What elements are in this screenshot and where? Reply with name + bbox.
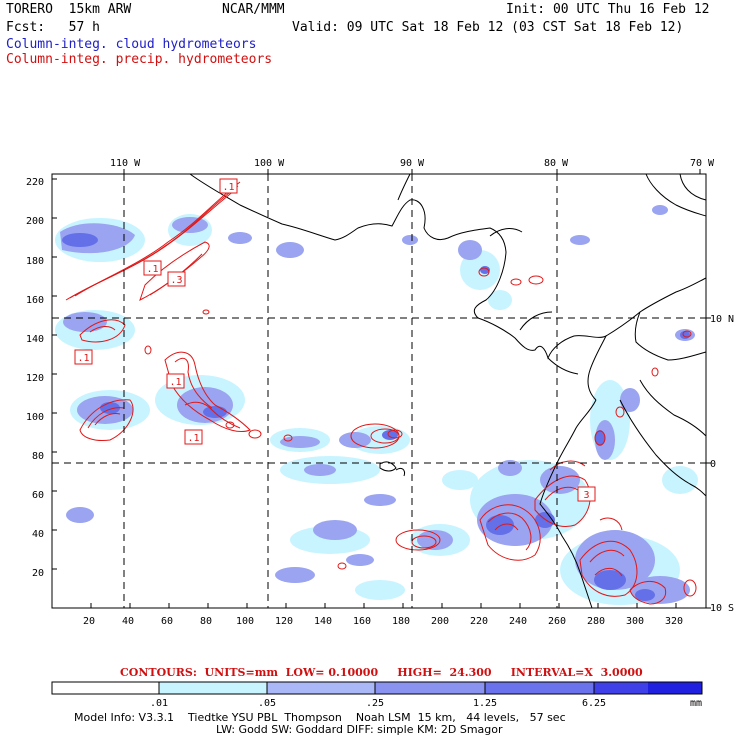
lon-label-100w: 100 W [254,158,285,169]
grid-y-label: 200 [26,216,44,227]
grid-y-label: 40 [32,529,44,540]
lon-label-80w: 80 W [544,158,569,169]
legend-cloud: Column-integ. cloud hydrometeors [6,37,257,52]
colorbar-bin [159,682,267,694]
contour-label: .1 [77,353,89,364]
colorbar-bin [485,682,594,694]
contour-label: .3 [170,275,182,286]
init-time: Init: 00 UTC Thu 16 Feb 12 [506,2,710,17]
grid-y-label: 60 [32,490,44,501]
grid-y-label: 20 [32,568,44,579]
contour-label-box: .1 [166,373,185,389]
grid-x-label: 240 [509,616,527,627]
colorbar: .01 .05 .25 1.25 6.25 mm [51,681,703,709]
contour-label-box: .1 [219,178,238,194]
lon-label-90w: 90 W [400,158,425,169]
model-info-line1: Model Info: V3.3.1 Tiedtke YSU PBL Thomp… [74,711,566,724]
grid-x-label: 40 [122,616,134,627]
contour-label-box: .1 [143,260,162,276]
grid-y-label: 100 [26,412,44,423]
grid-x-label: 160 [353,616,371,627]
legend-precip: Column-integ. precip. hydrometeors [6,52,273,67]
grid-x-label: 100 [236,616,254,627]
forecast-hour: Fcst: 57 h [6,20,100,35]
valid-time: Valid: 09 UTC Sat 18 Feb 12 (03 CST Sat … [292,20,684,35]
grid-y-label: 220 [26,177,44,188]
grid-y-label: 180 [26,256,44,267]
lat-lon-grid [52,174,706,608]
map-frame [51,173,707,609]
contour-label: .1 [146,264,158,275]
colorbar-tick: .05 [258,698,276,709]
contour-info: CONTOURS: UNITS=mm LOW= 0.10000 HIGH= 24… [120,666,643,679]
axis-tick-marks [51,169,711,609]
coastlines [189,173,707,609]
colorbar-tick: 1.25 [473,698,497,709]
grid-x-label: 280 [587,616,605,627]
model-info-line2: LW: Godd SW: Goddard DIFF: simple KM: 2D… [216,723,503,736]
grid-y-label: 160 [26,295,44,306]
grid-y-label: 120 [26,373,44,384]
colorbar-tick: 6.25 [582,698,606,709]
grid-x-label: 200 [431,616,449,627]
precip-contours [65,181,697,605]
contour-label-box: .1 [74,349,93,365]
colorbar-bin [52,682,159,694]
grid-x-label: 260 [548,616,566,627]
lon-label-70w: 70 W [690,158,715,169]
contour-label-box: .1 [184,429,203,445]
grid-x-label: 300 [626,616,644,627]
lat-label-0: 0 [710,459,716,470]
colorbar-tick: .01 [150,698,168,709]
grid-y-label: 140 [26,334,44,345]
colorbar-bin [267,682,375,694]
grid-x-label: 20 [83,616,95,627]
lat-label-10n: 10 N [710,314,734,325]
grid-x-label: 60 [161,616,173,627]
grid-x-label: 180 [392,616,410,627]
lat-label-10s: 10 S [710,603,734,614]
contour-label: .1 [187,433,199,444]
grid-x-label: 120 [275,616,293,627]
contour-label-box: .3 [167,271,186,287]
grid-x-label: 80 [200,616,212,627]
grid-x-label: 320 [665,616,683,627]
colorbar-frame [51,681,703,695]
grid-x-label: 220 [470,616,488,627]
contour-label-box: 3 [577,486,596,502]
colorbar-bin [648,682,702,694]
grid-y-label: 80 [32,451,44,462]
colorbar-bin [594,682,648,694]
contour-label: .1 [222,182,234,193]
colorbar-bin [375,682,485,694]
contour-label: .1 [169,377,181,388]
colorbar-unit: mm [690,698,702,709]
contour-label: 3 [583,490,589,501]
center-name: NCAR/MMM [222,2,285,17]
grid-x-label: 140 [314,616,332,627]
lon-label-110w: 110 W [110,158,141,169]
colorbar-tick: .25 [366,698,384,709]
model-title: TORERO 15km ARW [6,2,132,17]
